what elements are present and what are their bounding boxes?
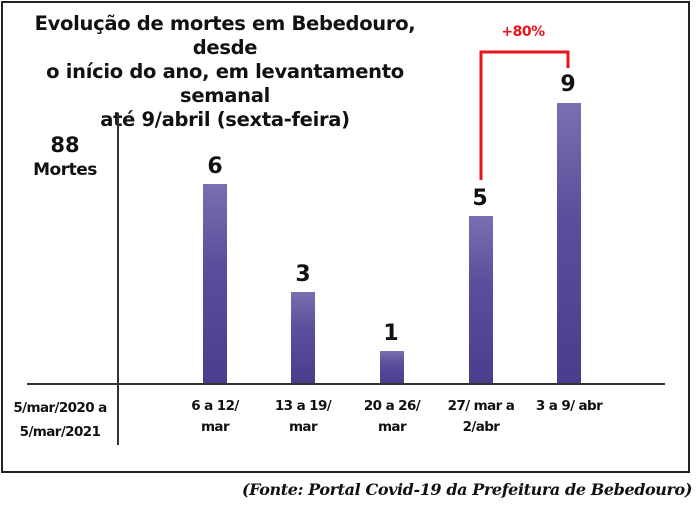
prior-total-value: 88 <box>50 133 80 157</box>
increase-percentage: +80% <box>501 24 545 40</box>
title-line-2: o início do ano, em levantamento semanal <box>46 60 404 107</box>
title-line-1: Evolução de mortes em Bebedouro, desde <box>34 12 416 59</box>
x-axis <box>27 383 665 385</box>
x-label-prior-line-2: 5/mar/2021 <box>19 424 101 440</box>
value-label-5: 9 <box>560 72 576 97</box>
x-label-2-line-2: mar <box>288 419 318 435</box>
x-label-3-line-1: 20 a 26/ <box>363 398 421 414</box>
x-label-2: 13 a 19/ mar <box>258 396 348 438</box>
source-credit: (Fonte: Portal Covid-19 da Prefeitura de… <box>241 480 692 499</box>
vertical-divider <box>117 113 119 445</box>
x-label-1-line-2: mar <box>200 419 230 435</box>
x-label-4-line-2: 2/abr <box>462 419 500 435</box>
prior-total: 88 Mortes <box>20 132 110 182</box>
bar-week-4 <box>469 216 493 383</box>
bar-week-3 <box>380 351 404 383</box>
x-label-2-line-1: 13 a 19/ <box>274 398 332 414</box>
x-label-4: 27/ mar a 2/abr <box>436 396 526 438</box>
chart-title: Evolução de mortes em Bebedouro, desde o… <box>0 12 450 132</box>
x-label-3: 20 a 26/ mar <box>347 396 437 438</box>
x-label-5: 3 a 9/ abr <box>524 396 614 417</box>
bar-week-2 <box>291 292 315 383</box>
chart-frame <box>1 1 690 473</box>
x-label-3-line-2: mar <box>377 419 407 435</box>
bar-week-5 <box>557 103 581 383</box>
value-label-3: 1 <box>383 321 399 346</box>
x-label-5-line-1: 3 a 9/ abr <box>535 398 603 414</box>
prior-total-label: Mortes <box>33 160 97 180</box>
value-label-1: 6 <box>207 154 223 179</box>
x-label-prior-line-1: 5/mar/2020 a <box>13 400 107 416</box>
x-label-1-line-1: 6 a 12/ <box>191 398 239 414</box>
bar-week-1 <box>203 184 227 383</box>
value-label-4: 5 <box>472 186 488 211</box>
x-label-4-line-1: 27/ mar a <box>447 398 515 414</box>
title-line-3: até 9/abril (sexta-feira) <box>100 108 350 131</box>
value-label-2: 3 <box>295 262 311 287</box>
x-label-1: 6 a 12/ mar <box>170 396 260 438</box>
x-label-prior-period: 5/mar/2020 a 5/mar/2021 <box>6 396 114 444</box>
